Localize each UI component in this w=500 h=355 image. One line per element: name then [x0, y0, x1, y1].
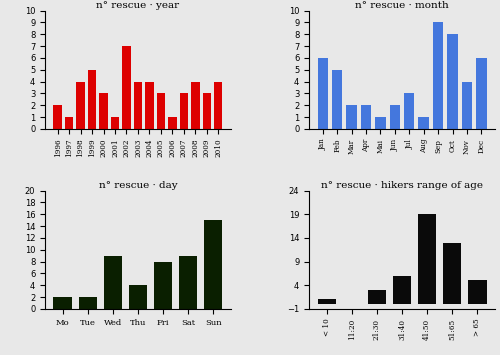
Bar — [122, 46, 130, 129]
Bar — [418, 117, 429, 129]
Title: n° rescue · day: n° rescue · day — [98, 181, 178, 190]
Bar — [154, 262, 172, 309]
Bar — [78, 297, 96, 309]
Bar — [168, 117, 176, 129]
Title: n° rescue · hikers range of age: n° rescue · hikers range of age — [321, 181, 483, 190]
Bar — [468, 280, 486, 304]
Bar — [332, 70, 342, 129]
Bar — [346, 105, 356, 129]
Bar — [180, 93, 188, 129]
Bar — [433, 22, 444, 129]
Bar — [76, 82, 84, 129]
Bar — [54, 297, 72, 309]
Bar — [100, 93, 108, 129]
Bar — [361, 105, 371, 129]
Bar — [318, 58, 328, 129]
Bar — [476, 58, 486, 129]
Bar — [375, 117, 386, 129]
Bar — [214, 82, 222, 129]
Bar — [448, 34, 458, 129]
Bar — [88, 70, 96, 129]
Title: n° rescue · month: n° rescue · month — [355, 1, 449, 10]
Bar — [390, 105, 400, 129]
Bar — [65, 117, 73, 129]
Bar — [104, 256, 122, 309]
Bar — [54, 105, 62, 129]
Bar — [418, 214, 436, 304]
Bar — [129, 285, 147, 309]
Bar — [318, 299, 336, 304]
Bar — [393, 276, 411, 304]
Bar — [368, 290, 386, 304]
Bar — [192, 82, 200, 129]
Bar — [134, 82, 142, 129]
Bar — [157, 93, 165, 129]
Bar — [146, 82, 154, 129]
Bar — [179, 256, 198, 309]
Bar — [111, 117, 119, 129]
Title: n° rescue · year: n° rescue · year — [96, 1, 180, 10]
Bar — [404, 93, 414, 129]
Bar — [444, 242, 462, 304]
Bar — [462, 82, 472, 129]
Bar — [202, 93, 211, 129]
Bar — [204, 220, 222, 309]
